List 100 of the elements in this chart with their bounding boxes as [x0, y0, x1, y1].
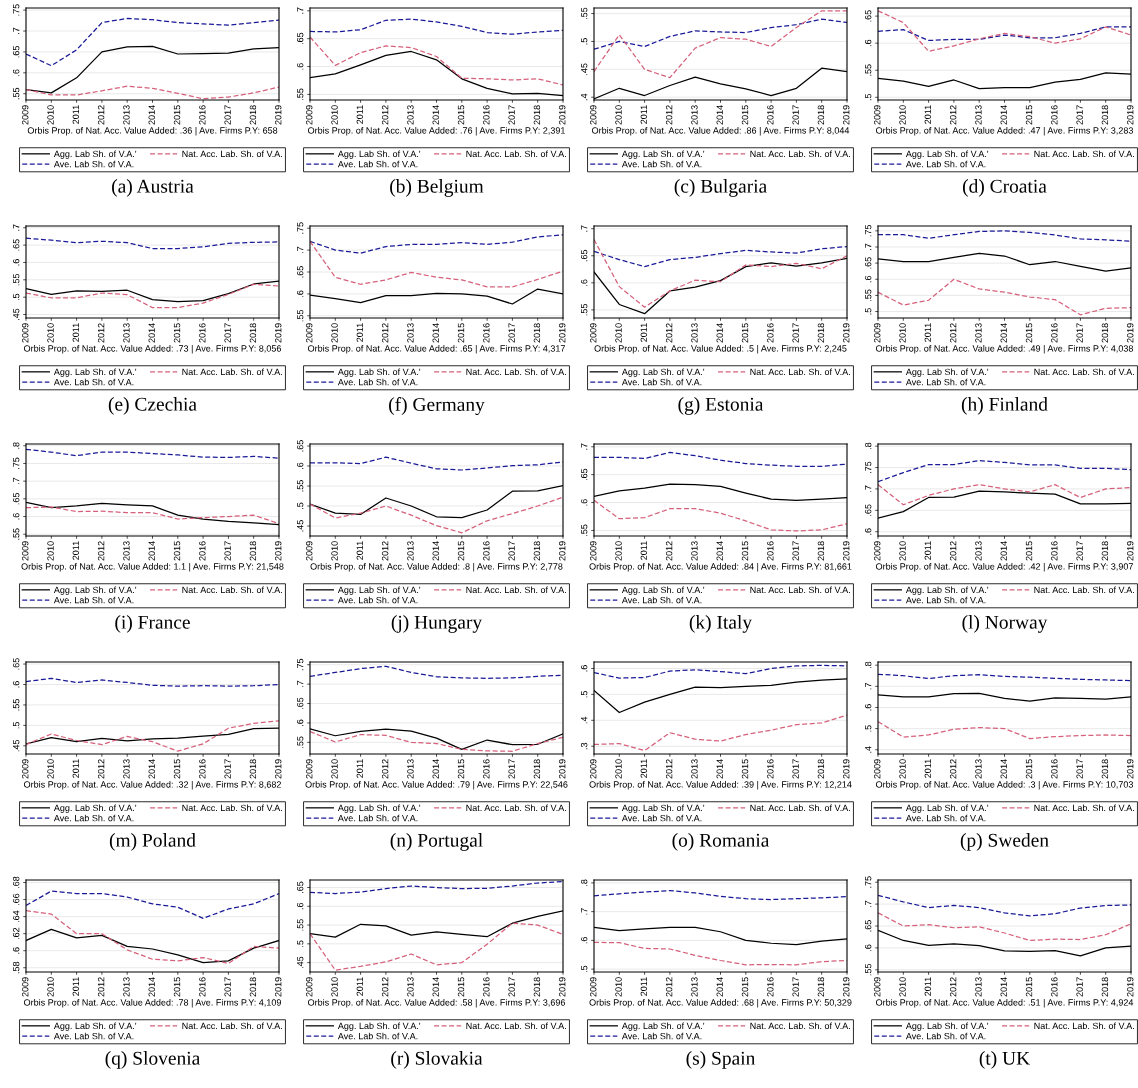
x-tick-label: 2017	[224, 105, 231, 125]
y-tick-label: .65	[864, 257, 872, 269]
y-tick-label: .7	[865, 485, 872, 492]
x-tick-label: 2011	[356, 323, 364, 342]
y-tick-label: .5	[13, 293, 20, 301]
text: (m) Poland	[109, 833, 196, 851]
legend-label: Agg. Lab Sh. of V.A.'	[337, 804, 421, 813]
x-tick-label: 2017	[508, 323, 515, 343]
x-tick-label: 2017	[1076, 323, 1083, 343]
y-tick-label: .65	[296, 266, 304, 278]
y-tick-label: .7	[581, 225, 588, 232]
y-tick-label: .55	[297, 919, 304, 931]
y-tick-label: .75	[13, 457, 20, 469]
y-tick-label: .7	[581, 443, 588, 450]
x-tick-label: 2013	[691, 759, 698, 779]
line-series	[878, 673, 1131, 682]
x-tick-label: 2016	[199, 977, 206, 997]
x-tick-label: 2013	[123, 323, 130, 343]
x-tick-label: 2009	[306, 323, 313, 343]
line-series	[26, 677, 279, 687]
x-tick-label: 2017	[1076, 759, 1083, 779]
x-tick-label: 2013	[407, 977, 414, 997]
text: (d) Croatia	[962, 179, 1047, 197]
legend-label: Ave. Lab Sh. of V.A.	[621, 596, 702, 604]
x-tick-label: 2009	[590, 541, 597, 561]
text: (e) Czechia	[108, 397, 197, 415]
y-tick-label: .65	[296, 881, 304, 893]
y-tick-label: .6	[580, 665, 588, 672]
y-tick-label: .7	[865, 683, 872, 690]
y-tick-label: .6	[296, 290, 304, 297]
y-tick-label: .65	[296, 697, 304, 709]
line-series	[878, 460, 1131, 483]
legend-label: Nat. Acc. Lab. Sh. of V.A.	[1034, 150, 1134, 158]
x-tick-label: 2009	[590, 323, 597, 343]
x-tick-label: 2018	[533, 977, 541, 997]
x-tick-label: 2017	[224, 541, 231, 561]
x-axis-title: Orbis Prop. of Nat. Acc. Value Added: .8 | Ave. Firms P.Y: 2,778	[310, 563, 563, 572]
line-series	[26, 910, 279, 965]
y-tick-label: .6	[864, 275, 872, 283]
legend-label: Nat. Acc. Lab. Sh. of V.A.	[182, 150, 282, 158]
x-tick-label: 2012	[949, 105, 957, 125]
line-series	[310, 36, 563, 86]
y-tick-label: .65	[864, 10, 872, 22]
x-tick-label: 2016	[199, 759, 206, 779]
x-tick-label: 2016	[767, 759, 774, 779]
x-tick-label: 2010	[899, 323, 906, 343]
x-axis-title: Orbis Prop. of Nat. Acc. Value Added: .68 | Ave. Firms P.Y: 50,329	[589, 999, 852, 1008]
text: (a) Austria	[112, 179, 194, 197]
x-tick-label: 2011	[72, 541, 80, 560]
x-tick-label: 2009	[874, 977, 881, 997]
legend-label: Agg. Lab Sh. of V.A.'	[53, 804, 137, 813]
x-tick-label: 2015	[741, 977, 749, 997]
x-tick-label: 2009	[22, 977, 29, 997]
x-tick-label: 2011	[72, 323, 80, 342]
legend-label: Nat. Acc. Lab. Sh. of V.A.	[466, 1022, 566, 1030]
y-tick-label: .45	[297, 956, 304, 969]
y-tick-label: .55	[865, 963, 872, 976]
y-tick-label: .58	[12, 961, 20, 974]
line-series	[878, 721, 1131, 740]
y-tick-label: .5	[581, 38, 588, 45]
x-tick-label: 2011	[356, 105, 364, 124]
legend-label: Agg. Lab Sh. of V.A.'	[53, 368, 137, 377]
y-tick-label: .65	[12, 239, 20, 251]
legend-label: Nat. Acc. Lab. Sh. of V.A.	[750, 804, 850, 812]
x-tick-label: 2012	[97, 759, 105, 779]
x-tick-label: 2012	[97, 105, 105, 125]
text: (r) Slovakia	[391, 1051, 483, 1069]
y-tick-label: .65	[12, 46, 20, 58]
legend-label: Agg. Lab Sh. of V.A.'	[621, 150, 705, 159]
y-tick-label: .6	[580, 937, 588, 944]
legend-label: Agg. Lab Sh. of V.A.'	[337, 150, 421, 159]
x-tick-label: 2016	[767, 541, 774, 561]
y-tick-label: .75	[297, 222, 304, 234]
x-tick-label: 2011	[640, 105, 648, 124]
x-tick-label: 2015	[1025, 323, 1033, 343]
x-tick-label: 2015	[173, 105, 181, 125]
legend-label: Agg. Lab Sh. of V.A.'	[621, 586, 705, 595]
legend-label: Ave. Lab Sh. of V.A.	[337, 378, 418, 386]
x-tick-label: 2017	[792, 541, 799, 561]
line-series	[594, 941, 847, 966]
x-axis-title: Orbis Prop. of Nat. Acc. Value Added: 1.1 | Ave. Firms P.Y: 21,548	[21, 563, 284, 572]
x-tick-label: 2014	[148, 541, 155, 561]
y-tick-label: .65	[296, 32, 304, 45]
x-tick-label: 2012	[949, 977, 957, 997]
line-series	[310, 456, 563, 471]
legend-label: Nat. Acc. Lab. Sh. of V.A.	[1034, 1022, 1134, 1030]
y-tick-label: .65	[296, 440, 304, 452]
line-series	[26, 448, 279, 459]
x-tick-label: 2012	[949, 541, 957, 561]
y-tick-label: .5	[13, 721, 20, 729]
legend-label: Ave. Lab Sh. of V.A.	[337, 814, 418, 822]
text: (l) Norway	[962, 615, 1048, 633]
x-tick-label: 2015	[741, 323, 749, 343]
x-tick-label: 2019	[1127, 541, 1134, 561]
x-tick-label: 2009	[590, 105, 597, 125]
x-tick-label: 2018	[817, 977, 825, 997]
legend-label: Nat. Acc. Lab. Sh. of V.A.	[750, 586, 850, 594]
line-series	[878, 484, 1131, 506]
x-tick-label: 2010	[615, 977, 622, 997]
x-tick-label: 2011	[640, 541, 648, 560]
